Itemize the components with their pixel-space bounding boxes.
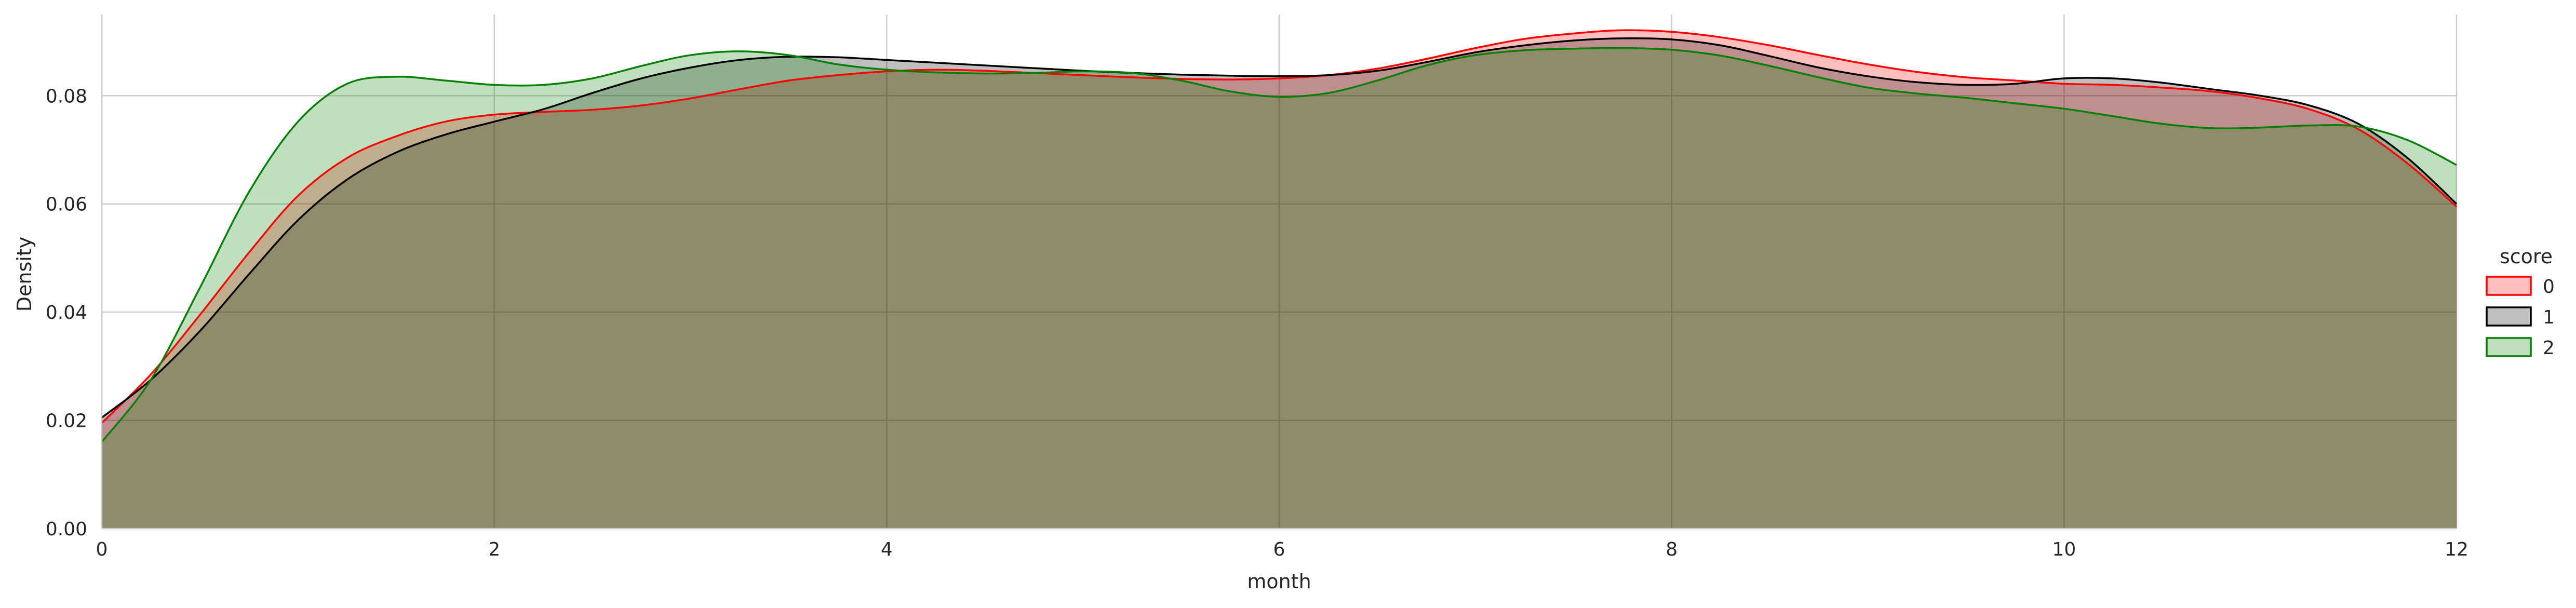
y-tick-label: 0.08 [46, 86, 87, 107]
series-2-line [101, 47, 2457, 443]
x-tick-label: 10 [2052, 539, 2076, 560]
legend-label-1: 1 [2543, 307, 2555, 328]
x-tick-label: 6 [1273, 539, 1285, 560]
x-tick-label: 2 [488, 539, 500, 560]
series-2-area [102, 48, 2457, 529]
y-tick-label: 0.06 [46, 194, 87, 215]
legend-title: score [2500, 245, 2553, 268]
y-tick-label: 0.00 [46, 519, 87, 540]
series-areas [102, 30, 2457, 529]
legend: score 0 1 2 [2486, 245, 2555, 359]
legend-swatch-0 [2486, 276, 2532, 296]
series-1-line [101, 37, 2458, 418]
y-tick-label: 0.04 [46, 302, 87, 323]
x-tick-label: 8 [1666, 539, 1678, 560]
x-tick-label: 4 [881, 539, 893, 560]
spines [101, 15, 2457, 530]
series-0-line [101, 29, 2458, 424]
legend-label-0: 0 [2543, 276, 2555, 298]
series-lines [101, 29, 2458, 443]
series-1-area [102, 38, 2457, 529]
legend-swatch-2 [2486, 337, 2532, 357]
x-tick-label: 0 [96, 539, 108, 560]
legend-label-2: 2 [2543, 337, 2555, 359]
legend-items: 0 1 2 [2486, 276, 2555, 359]
legend-swatch-1 [2486, 306, 2532, 327]
tick-labels: 0 2 4 6 8 10 12 0.00 0.02 0.04 0.06 0.08 [46, 86, 2468, 560]
y-axis-label: Density [13, 237, 36, 312]
x-axis-label: month [1247, 570, 1311, 593]
x-tick-label: 12 [2445, 539, 2468, 560]
grid [101, 15, 2458, 530]
series-0-area [102, 30, 2457, 529]
y-tick-label: 0.02 [46, 411, 87, 432]
